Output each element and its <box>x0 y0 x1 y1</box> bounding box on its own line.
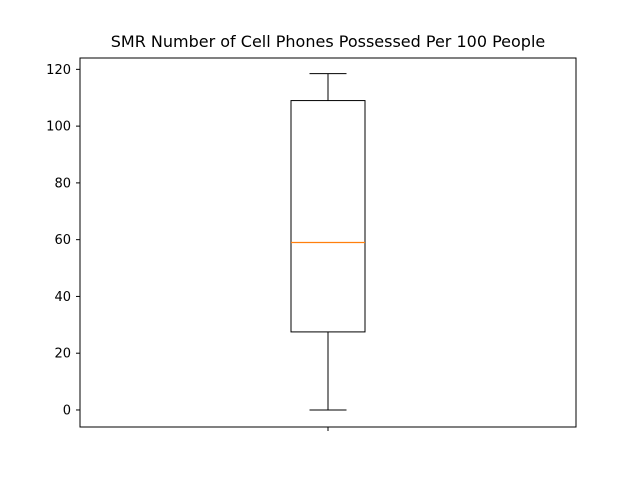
y-tick-label: 100 <box>46 120 71 135</box>
y-tick-label: 80 <box>54 176 71 191</box>
y-tick-label: 40 <box>54 290 71 305</box>
y-tick-label: 60 <box>54 233 71 248</box>
y-tick-label: 20 <box>54 347 71 362</box>
plot-layer <box>290 73 366 411</box>
chart-title: SMR Number of Cell Phones Possessed Per … <box>110 32 546 51</box>
box-iqr <box>290 100 366 333</box>
y-tick-label: 120 <box>46 63 71 78</box>
y-tick-label: 0 <box>63 403 71 418</box>
axes-layer: 0 20 40 60 80 100 120 <box>46 63 329 431</box>
plot-frame <box>79 57 577 428</box>
